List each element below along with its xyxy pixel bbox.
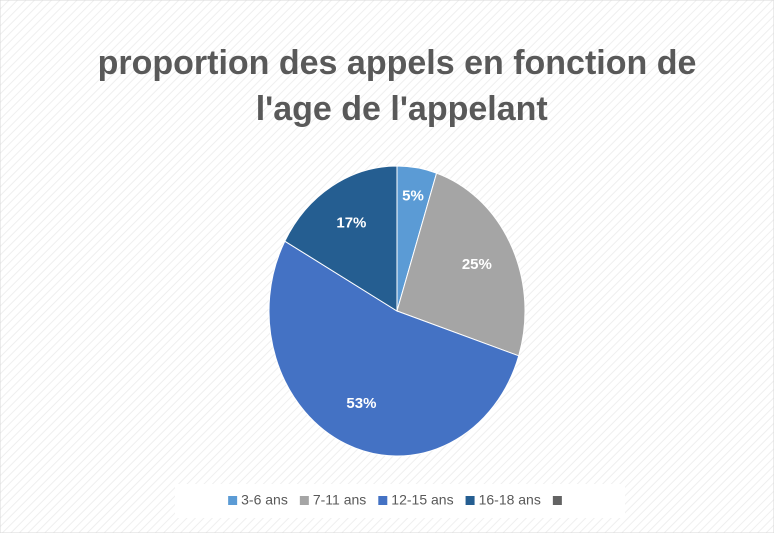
data-label: 17% bbox=[336, 215, 366, 232]
legend-label: 3-6 ans bbox=[241, 492, 288, 508]
legend: 3-6 ans 7-11 ans 12-15 ans 16-18 ans bbox=[228, 492, 562, 508]
legend-swatch bbox=[465, 496, 475, 505]
chart-title: proportion des appels en fonction de l'a… bbox=[98, 44, 697, 128]
data-label: 25% bbox=[462, 256, 492, 273]
data-label: 5% bbox=[402, 187, 424, 204]
pie-slice bbox=[396, 172, 526, 357]
pie-slice bbox=[268, 240, 520, 457]
legend-label: 12-15 ans bbox=[391, 492, 453, 508]
legend-label: 7-11 ans bbox=[313, 492, 366, 508]
legend-label: 16-18 ans bbox=[479, 492, 541, 508]
legend-swatch bbox=[378, 496, 388, 505]
data-label: 53% bbox=[346, 395, 376, 412]
legend-box bbox=[175, 484, 625, 518]
pie-slice bbox=[284, 165, 398, 312]
legend-swatch bbox=[228, 496, 238, 505]
legend-swatch bbox=[299, 496, 309, 505]
legend-swatch bbox=[552, 496, 562, 505]
